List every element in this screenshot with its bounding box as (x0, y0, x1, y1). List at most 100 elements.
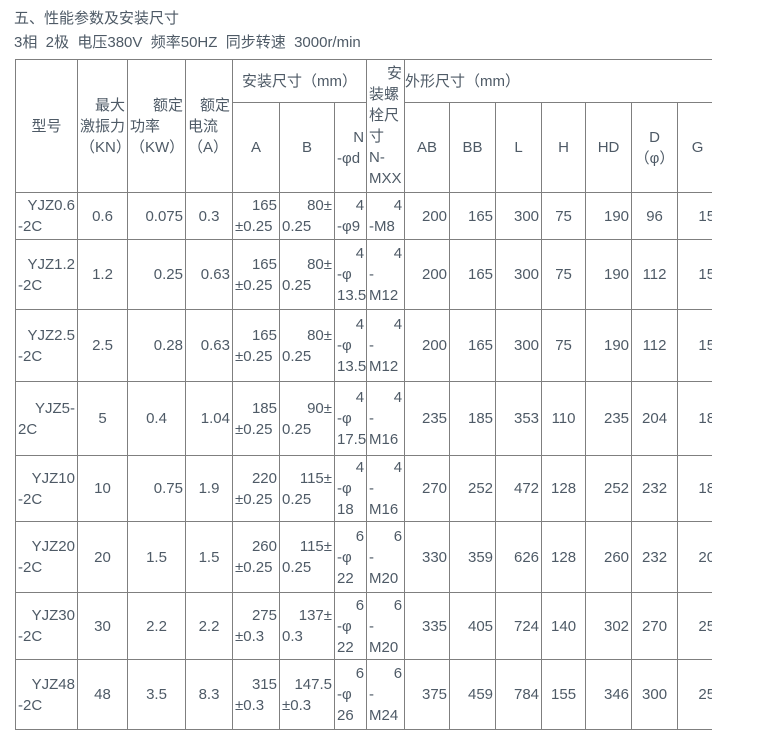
cell-model: YJZ2.5 -2C (15, 309, 78, 382)
cell-bolt: 6- M24 (366, 659, 406, 730)
header-model: 型号 (15, 59, 78, 193)
cell-D: 112 (631, 239, 679, 310)
cell-current: 1.5 (185, 521, 233, 593)
header-D: D （φ） (631, 102, 679, 193)
cell-bolt: 6- M20 (366, 592, 406, 660)
cell-current: 0.3 (185, 192, 233, 240)
header-HD: HD (585, 102, 633, 193)
cell-power: 0.4 (127, 381, 186, 456)
cell-H: 110 (541, 381, 587, 456)
cell-H: 75 (541, 192, 587, 240)
cell-power: 0.075 (127, 192, 186, 240)
page-subtitle: 3相 2极 电压380V 频率50HZ 同步转速 3000r/min (14, 34, 361, 51)
cell-model: YJZ30 -2C (15, 592, 78, 660)
cell-L: 472 (495, 455, 543, 522)
cell-G: 15 (677, 309, 712, 382)
header-A: A (232, 102, 280, 193)
cell-L: 300 (495, 192, 543, 240)
cell-current: 1.9 (185, 455, 233, 522)
header-G: G (677, 102, 712, 193)
table-row-YJZ20-2C: YJZ20 -2C 20 1.5 1.5 260 ±0.25 115± 0.25 6 -φ 22 6- M… (15, 521, 712, 593)
cell-nphid: 4 -φ 13.5 (333, 239, 368, 310)
cell-current: 0.63 (185, 309, 233, 382)
cell-H: 75 (541, 309, 587, 382)
cell-HD: 190 (585, 309, 633, 382)
cell-B: 115± 0.25 (279, 521, 335, 593)
cell-force: 48 (77, 659, 128, 730)
cell-current: 2.2 (185, 592, 233, 660)
table-row-YJZ30-2C: YJZ30 -2C 30 2.2 2.2 275 ±0.3 137± 0.3 6 -φ 22 6- M20… (15, 592, 712, 660)
cell-current: 8.3 (185, 659, 233, 730)
cell-AB: 335 (404, 592, 451, 660)
cell-nphid: 6 -φ 22 (333, 592, 368, 660)
cell-power: 3.5 (127, 659, 186, 730)
header-bolt: 安装螺 栓尺寸 N- MXX (366, 59, 406, 193)
cell-power: 0.25 (127, 239, 186, 310)
cell-power: 1.5 (127, 521, 186, 593)
cell-AB: 375 (404, 659, 451, 730)
table-row-YJZ10-2C: YJZ10 -2C 10 0.75 1.9 220 ±0.25 115± 0.25 4 -φ 18 4-… (15, 455, 712, 522)
cell-D: 270 (631, 592, 679, 660)
cell-H: 128 (541, 521, 587, 593)
cell-BB: 165 (449, 192, 497, 240)
cell-B: 80± 0.25 (279, 309, 335, 382)
cell-model: YJZ10 -2C (15, 455, 78, 522)
cell-HD: 302 (585, 592, 633, 660)
cell-BB: 459 (449, 659, 497, 730)
cell-force: 2.5 (77, 309, 128, 382)
cell-B: 115± 0.25 (279, 455, 335, 522)
cell-power: 0.28 (127, 309, 186, 382)
cell-power: 0.75 (127, 455, 186, 522)
spec-table: 型号 最大 激振力 （KN） 额定 功率 （KW） 额定 电流 （A） 安装尺寸（mm）安装螺 栓尺寸… (15, 59, 712, 730)
cell-D: 96 (631, 192, 679, 240)
table-row-YJZ2.5-2C: YJZ2.5 -2C 2.5 0.28 0.63 165 ±0.25 80± 0.25 4 -φ 13… (15, 309, 712, 382)
cell-nphid: 6 -φ 26 (333, 659, 368, 730)
cell-D: 232 (631, 521, 679, 593)
cell-bolt: 4- M12 (366, 239, 406, 310)
cell-B: 80± 0.25 (279, 192, 335, 240)
cell-nphid: 4 -φ 17.5 (333, 381, 368, 456)
cell-L: 724 (495, 592, 543, 660)
cell-HD: 346 (585, 659, 633, 730)
table-row-YJZ1.2-2C: YJZ1.2 -2C 1.2 0.25 0.63 165 ±0.25 80± 0.25 4 -φ 13… (15, 239, 712, 310)
cell-AB: 200 (404, 239, 451, 310)
cell-BB: 185 (449, 381, 497, 456)
cell-HD: 190 (585, 192, 633, 240)
cell-force: 30 (77, 592, 128, 660)
header-power: 额定 功率 （KW） (127, 59, 186, 193)
spec-table-head: 型号 最大 激振力 （KN） 额定 功率 （KW） 额定 电流 （A） 安装尺寸（mm）安装螺 栓尺寸… (15, 59, 712, 193)
cell-BB: 405 (449, 592, 497, 660)
cell-A: 260 ±0.25 (232, 521, 280, 593)
cell-HD: 252 (585, 455, 633, 522)
page-title: 五、性能参数及安装尺寸 (14, 10, 180, 27)
cell-HD: 235 (585, 381, 633, 456)
cell-G: 15 (677, 192, 712, 240)
cell-current: 0.63 (185, 239, 233, 310)
cell-BB: 359 (449, 521, 497, 593)
spec-table-body: YJZ0.6 -2C 0.6 0.075 0.3 165 ±0.25 80± 0.25 4 -φ9 4… (15, 192, 712, 730)
cell-G: 20 (677, 521, 712, 593)
cell-A: 315 ±0.3 (232, 659, 280, 730)
cell-D: 232 (631, 455, 679, 522)
cell-bolt: 4- M16 (366, 455, 406, 522)
cell-model: YJZ0.6 -2C (15, 192, 78, 240)
cell-nphid: 4 -φ 13.5 (333, 309, 368, 382)
cell-A: 185 ±0.25 (232, 381, 280, 456)
cell-A: 165 ±0.25 (232, 239, 280, 310)
cell-bolt: 4- M12 (366, 309, 406, 382)
header-BB: BB (449, 102, 497, 193)
table-row-YJZ5-2C: YJZ5- 2C 5 0.4 1.04 185 ±0.25 90± 0.25 4 -φ 17.5 4- M… (15, 381, 712, 456)
header-nphid: N -φd (333, 102, 368, 193)
cell-G: 25 (677, 659, 712, 730)
cell-bolt: 6- M20 (366, 521, 406, 593)
cell-D: 204 (631, 381, 679, 456)
header-B: B (279, 102, 335, 193)
cell-D: 112 (631, 309, 679, 382)
cell-force: 5 (77, 381, 128, 456)
cell-L: 626 (495, 521, 543, 593)
cell-model: YJZ5- 2C (15, 381, 78, 456)
cell-B: 90± 0.25 (279, 381, 335, 456)
cell-A: 165 ±0.25 (232, 192, 280, 240)
cell-B: 147.5 ±0.3 (279, 659, 335, 730)
header-H: H (541, 102, 587, 193)
